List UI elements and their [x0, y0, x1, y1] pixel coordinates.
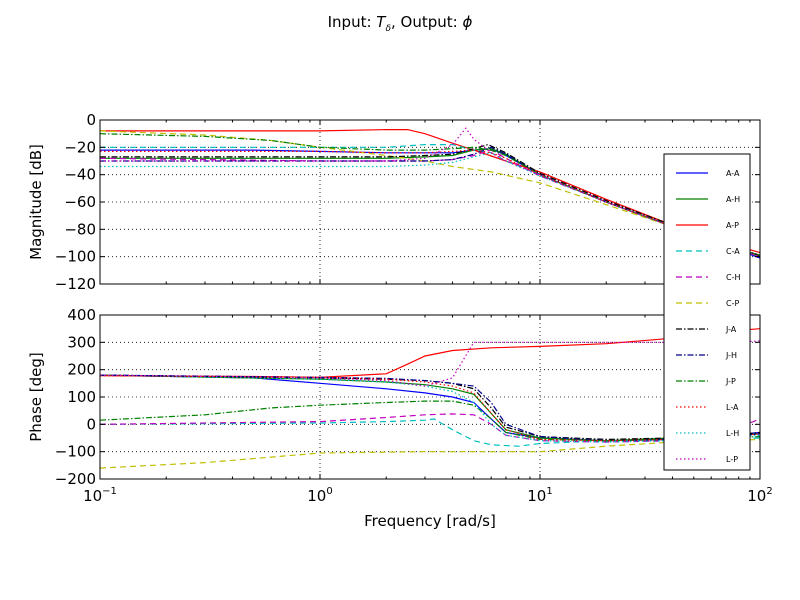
y-tick-label: 400 [67, 306, 96, 324]
y-tick-label: −40 [64, 166, 96, 184]
phase-xlabel: Frequency [rad/s] [364, 512, 496, 530]
x-tick-label: 101 [527, 486, 552, 505]
y-tick-label: 0 [86, 111, 96, 129]
series-line-l-h [100, 152, 761, 258]
series-line-a-h [99, 374, 761, 442]
y-tick-label: 300 [67, 333, 96, 351]
legend-label-j-h: J-H [725, 351, 737, 360]
legend-label-a-a: A-A [726, 169, 740, 178]
series-line-a-a [100, 148, 761, 259]
y-tick-label: 200 [67, 361, 96, 379]
legend-label-l-p: L-P [726, 455, 738, 464]
legend-label-a-h: A-H [726, 195, 740, 204]
legend-label-j-p: J-P [725, 377, 736, 386]
series-line-j-p [99, 133, 761, 256]
x-tick-label: 10−1 [83, 486, 117, 505]
magnitude-curves [99, 127, 761, 259]
series-line-c-h [99, 149, 761, 258]
y-tick-label: −80 [64, 220, 96, 238]
phase-curves [99, 328, 761, 469]
y-tick-label: −100 [55, 248, 96, 266]
series-line-l-h [99, 374, 761, 443]
series-line-c-a [99, 418, 761, 447]
series-line-j-p [99, 400, 761, 442]
figure-title: Input: Tδ, Output: ϕ [328, 13, 473, 34]
series-line-l-p [99, 340, 761, 387]
series-line-a-p [100, 129, 761, 254]
y-tick-label: 100 [67, 388, 96, 406]
magnitude-panel: 0 −20 −40 −60 −80 −100 −120 Magnitude [dB] [27, 111, 761, 293]
series-line-a-h [100, 148, 761, 256]
series-line-j-a [99, 374, 761, 441]
legend-label-j-a: J-A [725, 325, 737, 334]
legend-label-a-p: A-P [726, 221, 739, 230]
series-line-a-p [99, 328, 761, 378]
series-line-l-a [100, 149, 761, 258]
legend-label-c-h: C-H [726, 273, 741, 282]
y-tick-label: 0 [86, 415, 96, 433]
y-tick-label: −20 [64, 138, 96, 156]
series-line-l-p [100, 127, 761, 258]
series-line-c-p [99, 438, 761, 469]
legend-label-c-p: C-P [726, 299, 739, 308]
legend-label-l-h: L-H [726, 429, 739, 438]
y-tick-label: −60 [64, 193, 96, 211]
legend-box [663, 153, 751, 471]
legend-label-l-a: L-A [726, 403, 739, 412]
x-tick-label: 100 [307, 486, 332, 505]
y-tick-label: −100 [55, 443, 96, 461]
y-tick-label: −120 [55, 275, 96, 293]
magnitude-grid [100, 120, 760, 284]
y-tick-label: −200 [55, 470, 96, 488]
phase-ylabel: Phase [deg] [27, 352, 45, 442]
magnitude-ticks: 0 −20 −40 −60 −80 −100 −120 [55, 111, 761, 293]
legend: A-A A-H A-P C-A C-H C-P J-A J-H J-P L-A L-H L-P [663, 153, 751, 471]
x-tick-label: 102 [747, 486, 772, 505]
legend-label-c-a: C-A [726, 247, 740, 256]
series-line-j-h [100, 146, 761, 258]
series-line-j-a [100, 143, 761, 256]
magnitude-ylabel: Magnitude [dB] [27, 144, 45, 260]
